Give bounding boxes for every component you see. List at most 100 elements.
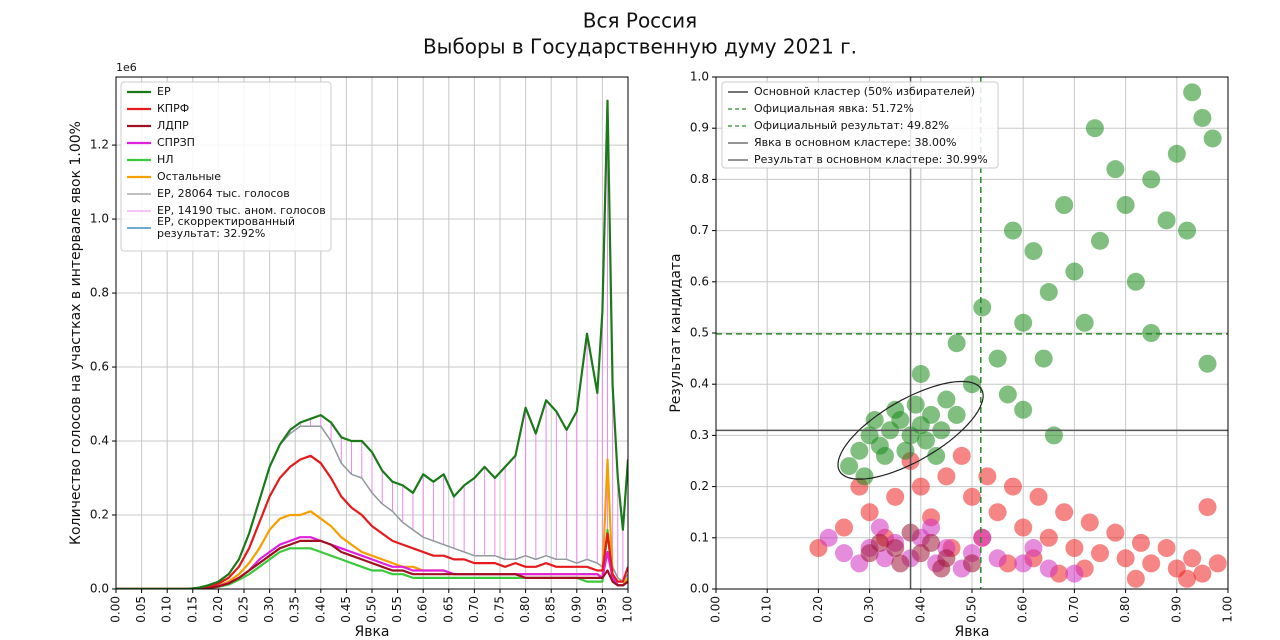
- x-tick-label: 0.30: [262, 596, 276, 623]
- legend-label: Официальный результат: 49.82%: [754, 119, 949, 132]
- plot-area: [116, 99, 628, 589]
- point: [1091, 544, 1109, 563]
- y-tick-label: 0.8: [690, 172, 709, 186]
- x-tick-label: 0.35: [288, 596, 302, 623]
- point: [1014, 313, 1033, 332]
- x-axis-label: Явка: [354, 624, 389, 640]
- point: [1106, 523, 1125, 542]
- point: [922, 405, 941, 424]
- point: [1055, 196, 1074, 214]
- x-tick-label: 0.45: [339, 596, 353, 623]
- title: Вся Россия: [583, 9, 697, 33]
- point: [875, 446, 894, 465]
- legend-box: [120, 81, 332, 252]
- point: [1091, 231, 1109, 250]
- point: [1183, 549, 1202, 568]
- point: [927, 446, 946, 465]
- point: [952, 446, 971, 465]
- point: [896, 441, 915, 460]
- point: [1198, 354, 1217, 373]
- point: [1024, 539, 1043, 558]
- legend-label: Остальные: [157, 170, 221, 183]
- point: [1116, 549, 1135, 568]
- point: [870, 533, 889, 552]
- point: [1178, 221, 1197, 240]
- series-line: [116, 539, 628, 589]
- x-tick-label: 0.10: [760, 596, 774, 623]
- legend-label: ЕР, скорректированный результат: 32.92%: [157, 215, 295, 240]
- point: [1024, 242, 1043, 261]
- y-tick-label: 0.8: [90, 286, 109, 300]
- point: [850, 441, 869, 460]
- legend-label: Явка в основном кластере: 38.00%: [754, 136, 956, 149]
- point: [865, 411, 884, 430]
- y-tick-label: 0.2: [690, 479, 709, 493]
- point: [1075, 313, 1094, 332]
- offset-label: 1e6: [116, 61, 137, 74]
- y-tick-label: 0.9: [690, 121, 709, 135]
- x-tick-label: 0.40: [913, 596, 927, 623]
- y-tick-label: 0.0: [690, 582, 709, 596]
- point: [947, 405, 966, 424]
- point: [1193, 108, 1212, 127]
- point: [819, 528, 838, 547]
- legend-label: Официальная явка: 51.72%: [754, 102, 914, 115]
- x-tick-label: 0.60: [1016, 596, 1030, 623]
- x-tick-label: 0.90: [569, 596, 583, 623]
- legend-label: Результат в основном кластере: 30.99%: [754, 153, 988, 166]
- point: [1157, 539, 1176, 558]
- point: [963, 554, 981, 573]
- point: [911, 364, 930, 383]
- y-tick-label: 0.5: [690, 326, 709, 340]
- x-tick-label: 0.70: [467, 596, 481, 623]
- point: [937, 390, 956, 409]
- point: [932, 559, 951, 578]
- point: [1142, 554, 1161, 573]
- plot: 0.00 0.10 0.20 0.30 0.40 0.50 0.60 0.70 0.80 0.90…: [668, 70, 1235, 640]
- x-tick-label: 0.05: [134, 596, 148, 623]
- x-axis-label: Явка: [954, 624, 989, 640]
- point: [988, 503, 1007, 522]
- legend-label: НЛ: [157, 153, 174, 166]
- point: [1003, 221, 1022, 240]
- legend-label: СПРЗП: [157, 136, 195, 149]
- point: [911, 477, 930, 496]
- point: [1106, 160, 1125, 179]
- x-tick-label: 0.75: [493, 596, 507, 623]
- point: [1039, 559, 1058, 578]
- x-tick-label: 0.00: [709, 596, 723, 623]
- point: [1126, 272, 1145, 291]
- legend: Основной кластер (50% избирателей) Официа…: [721, 81, 999, 169]
- point: [988, 549, 1007, 568]
- point: [1014, 554, 1033, 573]
- legend-label: Основной кластер (50% избирателей): [754, 85, 975, 98]
- point: [1065, 539, 1084, 558]
- point: [835, 518, 853, 537]
- point: [973, 298, 992, 317]
- point: [1029, 487, 1048, 506]
- x-tick-label: 1.00: [1221, 596, 1235, 623]
- point: [973, 528, 992, 547]
- point: [1039, 528, 1058, 547]
- axes-frame: [115, 76, 629, 590]
- point: [1080, 513, 1099, 532]
- y-tick-label: 1.0: [690, 70, 709, 84]
- x-tick-label: 0.60: [416, 596, 430, 623]
- x-tick-label: 0.55: [390, 596, 404, 623]
- point: [855, 467, 874, 486]
- series-line: [116, 99, 628, 589]
- x-tick-label: 0.10: [160, 596, 174, 623]
- y-tick-label: 1.0: [90, 212, 109, 226]
- point: [1178, 569, 1197, 588]
- x-tick-label: 0.30: [862, 596, 876, 623]
- point: [886, 487, 905, 506]
- legend-label: ЕР, 28064 тыс. голосов: [157, 187, 290, 200]
- point: [860, 503, 879, 522]
- y-tick-label: 0.7: [690, 223, 709, 237]
- point: [886, 400, 905, 419]
- point: [870, 518, 889, 537]
- point: [1193, 564, 1212, 583]
- y-tick-label: 0.2: [90, 508, 109, 522]
- point: [998, 385, 1017, 404]
